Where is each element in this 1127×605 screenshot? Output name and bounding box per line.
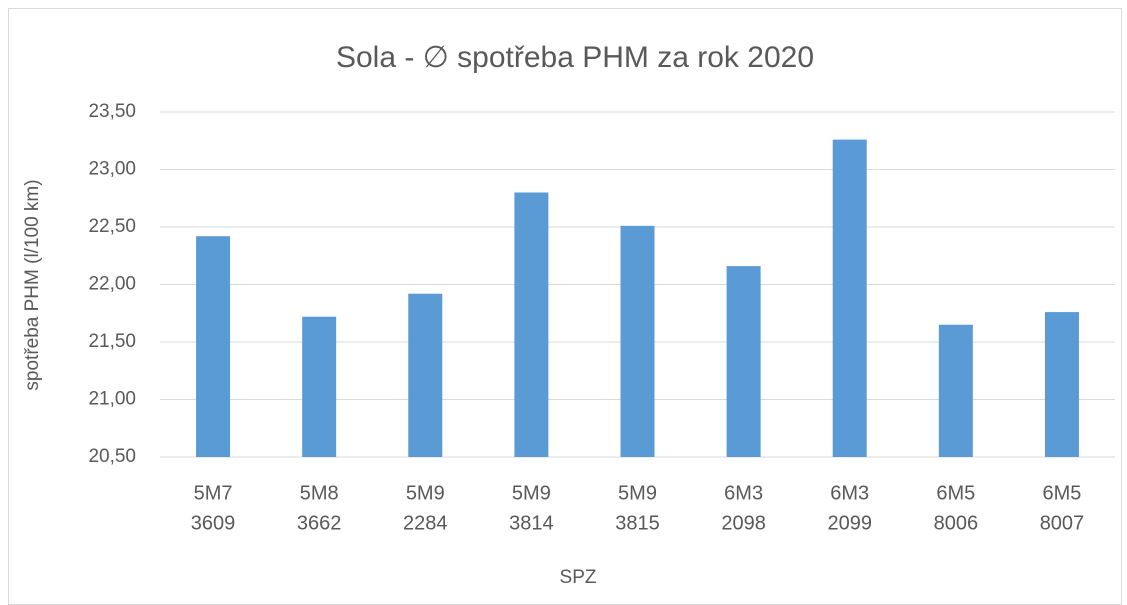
bar [408, 293, 443, 457]
bar [514, 192, 549, 457]
y-tick-label: 23,50 [88, 101, 136, 122]
bar [620, 225, 655, 457]
bar [938, 324, 973, 457]
x-tick-label: 6M5 [936, 482, 975, 504]
x-tick-label: 3815 [615, 512, 660, 534]
x-tick-label: 3609 [191, 512, 236, 534]
y-tick-label: 21,00 [88, 389, 136, 410]
bar [1044, 312, 1079, 457]
x-axis-label: SPZ [560, 567, 597, 588]
x-tick-label: 5M9 [512, 482, 551, 504]
y-tick-label: 21,50 [88, 331, 136, 352]
y-tick-label: 23,00 [88, 159, 136, 180]
bar [832, 139, 867, 457]
x-tick-label: 2098 [721, 512, 766, 534]
chart-title: Sola - ∅ spotřeba PHM za rok 2020 [336, 41, 814, 74]
x-tick-label: 3814 [509, 512, 554, 534]
x-tick-label: 6M3 [830, 482, 869, 504]
x-tick-label: 5M7 [194, 482, 233, 504]
x-tick-label: 3662 [297, 512, 342, 534]
y-axis-label: spotřeba PHM (l/100 km) [22, 179, 43, 390]
x-tick-label: 2284 [403, 512, 448, 534]
x-tick-label: 5M9 [618, 482, 657, 504]
y-tick-label: 22,50 [88, 216, 136, 237]
bar [302, 316, 337, 457]
chart-border [8, 8, 1122, 605]
x-tick-label: 8006 [934, 512, 979, 534]
bar [196, 236, 231, 457]
x-tick-label: 2099 [827, 512, 872, 534]
bar [726, 266, 761, 457]
x-tick-label: 8007 [1040, 512, 1085, 534]
y-tick-label: 22,00 [88, 274, 136, 295]
x-tick-label: 5M8 [300, 482, 339, 504]
y-tick-label: 20,50 [88, 446, 136, 467]
x-tick-label: 6M3 [724, 482, 763, 504]
x-tick-label: 6M5 [1042, 482, 1081, 504]
x-tick-label: 5M9 [406, 482, 445, 504]
